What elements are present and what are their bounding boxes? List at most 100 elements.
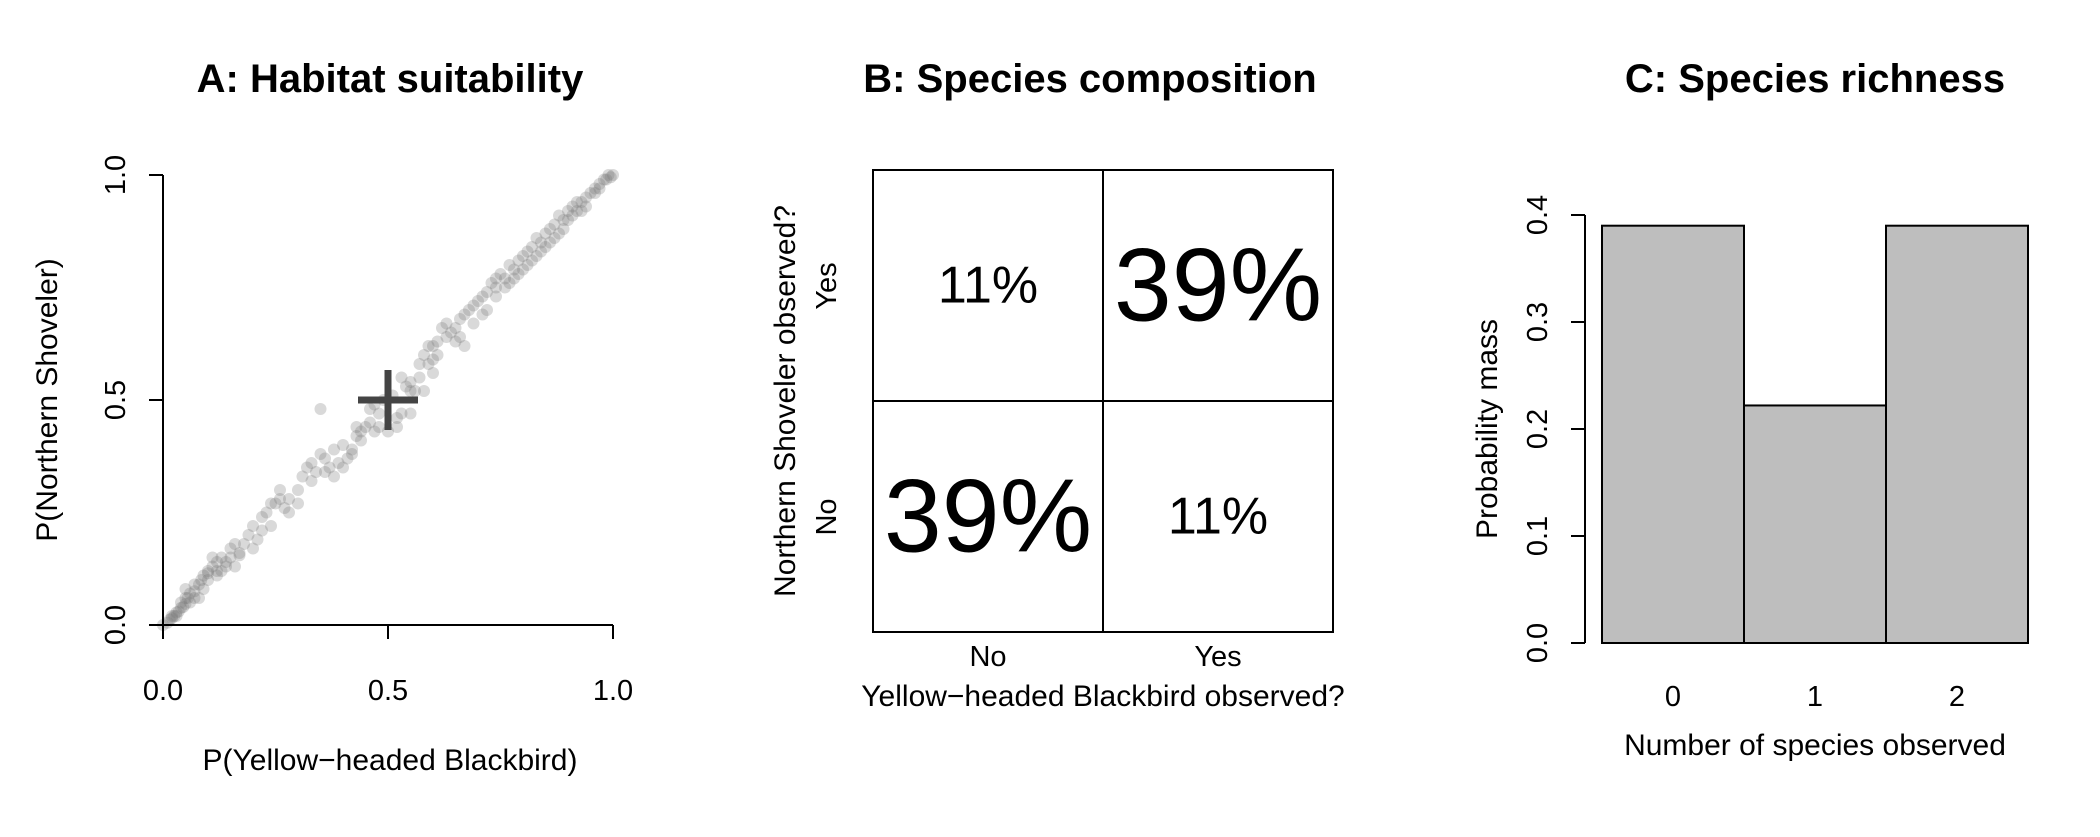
y-tick-label: 0.3 bbox=[1522, 302, 1554, 342]
scatter-point bbox=[305, 457, 318, 469]
scatter-point bbox=[409, 385, 421, 397]
scatter-point bbox=[373, 407, 385, 420]
scatter-point bbox=[177, 601, 190, 613]
scatter-point bbox=[418, 349, 430, 361]
scatter-point bbox=[508, 272, 520, 285]
scatter-point bbox=[314, 448, 327, 460]
scatter-point bbox=[242, 529, 255, 541]
scatter-point bbox=[517, 250, 529, 262]
scatter-point bbox=[224, 551, 237, 564]
scatter-point bbox=[481, 304, 493, 316]
table-cell-percent: 11% bbox=[1168, 488, 1268, 546]
scatter-point bbox=[431, 349, 444, 361]
scatter-point bbox=[530, 250, 543, 262]
scatter-point bbox=[454, 313, 466, 325]
scatter-point bbox=[526, 241, 538, 253]
scatter-point bbox=[431, 335, 444, 348]
scatter-point bbox=[476, 308, 489, 321]
scatter-point bbox=[494, 268, 507, 280]
scatter-point bbox=[422, 340, 435, 352]
row-label-yes: Yes bbox=[811, 262, 843, 309]
scatter-point bbox=[535, 245, 547, 258]
scatter-point bbox=[193, 592, 205, 604]
x-tick-label: 1 bbox=[1807, 681, 1823, 713]
scatter-point bbox=[485, 277, 498, 289]
scatter-point bbox=[557, 214, 570, 226]
scatter-point bbox=[544, 223, 556, 235]
scatter-point bbox=[553, 209, 565, 222]
scatter-point bbox=[260, 506, 273, 519]
scatter-point bbox=[341, 452, 354, 465]
scatter-point bbox=[172, 605, 185, 618]
scatter-point bbox=[283, 493, 295, 505]
scatter-point bbox=[427, 367, 439, 379]
scatter-point bbox=[593, 182, 606, 195]
scatter-point bbox=[535, 236, 547, 249]
scatter-point bbox=[269, 497, 282, 510]
scatter-point bbox=[233, 549, 246, 562]
scatter-point bbox=[512, 268, 525, 280]
scatter-point bbox=[305, 475, 318, 487]
scatter-point bbox=[517, 263, 529, 276]
scatter-point bbox=[170, 606, 183, 619]
scatter-point bbox=[503, 259, 516, 271]
scatter-point bbox=[404, 407, 417, 420]
scatter-point bbox=[346, 443, 358, 456]
scatter-point bbox=[170, 610, 183, 622]
scatter-point bbox=[575, 205, 588, 217]
scatter-point bbox=[181, 592, 194, 604]
scatter-point bbox=[247, 520, 259, 532]
scatter-point bbox=[220, 560, 232, 573]
scatter-point bbox=[499, 272, 511, 285]
scatter-point bbox=[251, 533, 264, 546]
scatter-point bbox=[296, 470, 309, 483]
scatter-point bbox=[526, 254, 538, 267]
x-tick-label: 0.0 bbox=[143, 675, 183, 707]
scatter-point bbox=[328, 443, 340, 456]
scatter-point bbox=[274, 493, 286, 505]
scatter-point bbox=[163, 613, 176, 626]
scatter-point bbox=[548, 218, 561, 231]
x-axis-label: P(Yellow−headed Blackbird) bbox=[203, 744, 578, 777]
scatter-point bbox=[566, 209, 579, 222]
scatter-point bbox=[458, 340, 471, 352]
x-tick-label: 0 bbox=[1665, 681, 1681, 713]
scatter-point bbox=[332, 457, 345, 469]
scatter-point bbox=[292, 497, 304, 510]
scatter-point bbox=[319, 466, 331, 478]
scatter-point bbox=[229, 560, 241, 573]
scatter-point bbox=[548, 232, 561, 244]
scatter-point bbox=[562, 214, 574, 226]
scatter-point bbox=[278, 502, 291, 514]
scatter-point bbox=[395, 371, 408, 384]
panel-species-composition: B: Species composition 11% 39%39% 11% No Y… bbox=[769, 57, 1345, 713]
y-axis-label: Northern Shoveler observed? bbox=[769, 205, 802, 597]
scatter-point bbox=[301, 461, 313, 474]
scatter-point bbox=[238, 538, 250, 550]
scatter-point bbox=[404, 376, 417, 388]
scatter-point bbox=[467, 299, 480, 312]
scatter-point bbox=[328, 470, 340, 483]
scatter-point bbox=[589, 187, 601, 199]
scatter-point bbox=[499, 281, 511, 294]
scatter-point bbox=[472, 295, 484, 307]
scatter-point bbox=[188, 592, 201, 604]
scatter-point bbox=[593, 178, 606, 190]
scatter-point bbox=[602, 169, 615, 181]
scatter-point bbox=[265, 497, 277, 510]
axis-ticks bbox=[149, 174, 614, 639]
y-tick-label: 0.0 bbox=[100, 605, 132, 645]
y-tick-label: 0.0 bbox=[1522, 623, 1554, 663]
panel-habitat-suitability: A: Habitat suitability 0.0 0.5 1.0 0.0 0… bbox=[31, 57, 633, 777]
scatter-point bbox=[283, 506, 295, 519]
scatter-point bbox=[166, 612, 178, 625]
scatter-point bbox=[224, 542, 237, 555]
scatter-point bbox=[220, 556, 232, 568]
scatter-point bbox=[179, 583, 192, 595]
x-axis-label: Number of species observed bbox=[1624, 729, 2006, 762]
scatter-point bbox=[310, 466, 322, 478]
scatter-point bbox=[206, 560, 219, 573]
scatter-point bbox=[544, 236, 556, 249]
scatter-point bbox=[584, 187, 597, 199]
scatter-point bbox=[400, 380, 412, 393]
